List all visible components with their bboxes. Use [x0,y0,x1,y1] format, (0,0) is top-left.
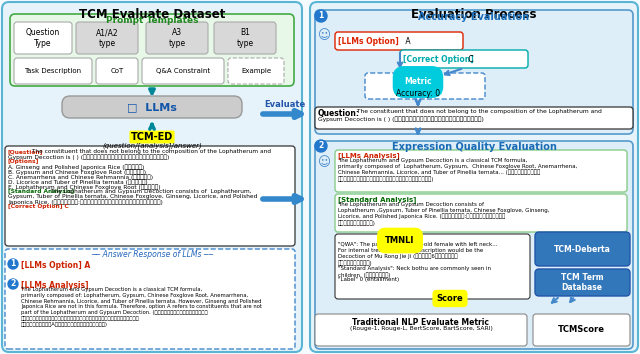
FancyBboxPatch shape [5,249,295,349]
Text: "Standard Analysis": Neck bothu are commonly seen in
children. (颈部多于儿童。): "Standard Analysis": Neck bothu are comm… [338,266,491,278]
Text: TCM Term
Database: TCM Term Database [561,273,604,292]
FancyBboxPatch shape [315,314,527,346]
Circle shape [8,259,18,269]
Text: [LLMs Analysis]: [LLMs Analysis] [338,152,400,159]
FancyBboxPatch shape [535,269,630,296]
Text: (Rouge-1, Rouge-L, BertScore, BartScore, SARI): (Rouge-1, Rouge-L, BertScore, BartScore,… [349,326,492,331]
Text: "QWA": The patient is a 6-year-old female with left neck...
For internal treatme: "QWA": The patient is a 6-year-old femal… [338,242,497,266]
Text: The Lophatherum and Gypsum Decoction is a classical TCM formula,
primarily compo: The Lophatherum and Gypsum Decoction is … [21,287,262,327]
Text: Q&A Constraint: Q&A Constraint [156,68,210,74]
FancyBboxPatch shape [335,32,463,50]
FancyBboxPatch shape [315,107,633,129]
Text: B. Gypsum and Chinese Foxglove Root (石膏、麦冬): B. Gypsum and Chinese Foxglove Root (石膏、… [8,169,146,175]
Text: ☺: ☺ [317,29,330,42]
Text: The Lophatherum and Gypsum Decoction is a classical TCM formula,
primarily compo: The Lophatherum and Gypsum Decoction is … [338,158,577,182]
Text: TMNLI: TMNLI [385,236,415,245]
FancyBboxPatch shape [5,146,295,246]
FancyBboxPatch shape [62,96,242,118]
FancyBboxPatch shape [142,58,224,84]
Text: Japonica Rice. (竹叶石膏汤组成:竹叶、石膏、半夏、麦冬、人参、甘草、粳米组成。): Japonica Rice. (竹叶石膏汤组成:竹叶、石膏、半夏、麦冬、人参、甘… [8,199,163,205]
Text: TCM-ED: TCM-ED [131,132,173,142]
FancyBboxPatch shape [10,14,294,86]
Text: D. Licorice and Tuber of Pinellia ternata (甘草、半夏): D. Licorice and Tuber of Pinellia ternat… [8,179,148,184]
Text: TCMScore: TCMScore [557,325,605,335]
Text: Task Description: Task Description [24,68,81,74]
Circle shape [315,140,327,152]
FancyBboxPatch shape [14,58,92,84]
FancyBboxPatch shape [535,232,630,266]
FancyBboxPatch shape [146,22,208,54]
Text: Evaluate: Evaluate [264,100,306,109]
FancyBboxPatch shape [365,73,485,99]
Text: (question/[analysis]/answer): (question/[analysis]/answer) [102,142,202,149]
Text: The Lophatherum and Gypsum Decoction consists of  Lophatherum,: The Lophatherum and Gypsum Decoction con… [49,189,252,194]
Text: TCM Evaluate Dataset: TCM Evaluate Dataset [79,8,225,21]
Text: 1: 1 [10,259,15,268]
Text: "Label" 0 (entailment): "Label" 0 (entailment) [338,277,399,282]
Text: B1
type: B1 type [236,28,253,48]
FancyBboxPatch shape [14,22,72,54]
Text: [LLMs Option]: [LLMs Option] [338,36,399,46]
Text: Example: Example [241,68,271,74]
Text: [Standard Analysis]: [Standard Analysis] [8,189,74,194]
Text: A: A [403,36,411,46]
Text: Prompt Templates: Prompt Templates [106,16,198,25]
Text: A. Ginseng and Polished Japonica Rice (人参、粳米): A. Ginseng and Polished Japonica Rice (人… [8,164,145,170]
Text: Accuracy Evaluation: Accuracy Evaluation [419,12,529,22]
Text: 2: 2 [10,280,15,289]
FancyBboxPatch shape [315,10,633,134]
Circle shape [315,10,327,22]
FancyBboxPatch shape [335,150,627,192]
Text: Accuracy: 0: Accuracy: 0 [396,90,440,98]
Text: Question
Type: Question Type [26,28,60,48]
Text: A1/A2
type: A1/A2 type [96,28,118,48]
Text: [Standard Analysis]: [Standard Analysis] [338,196,417,203]
Text: [Correct Option]: [Correct Option] [403,55,474,63]
Text: [Correct Option] C: [Correct Option] C [8,204,68,209]
Text: [Question]: [Question] [8,149,44,154]
FancyBboxPatch shape [310,2,638,352]
FancyBboxPatch shape [214,22,276,54]
Text: ☺: ☺ [317,156,330,169]
Text: C. Anemarrhena and Chinese Rehmannia (知母、生地): C. Anemarrhena and Chinese Rehmannia (知母… [8,174,153,179]
Text: TCM-Deberta: TCM-Deberta [554,245,611,253]
FancyBboxPatch shape [76,22,138,54]
Text: ── Answer Response of LLMs ──: ── Answer Response of LLMs ── [91,250,213,259]
Text: [LLMs Analysis]: [LLMs Analysis] [21,281,88,290]
Text: The Lophatherum and Gypsum Decoction consists of
Lophatherum ,Gypsum, Tuber of P: The Lophatherum and Gypsum Decoction con… [338,202,550,226]
Text: □  LLMs: □ LLMs [127,102,177,112]
FancyBboxPatch shape [96,58,138,84]
Text: Evaluation Process: Evaluation Process [412,8,537,21]
Text: Score: Score [436,294,463,303]
Text: The constituent that does not belong to the composition of the Lophatherum and: The constituent that does not belong to … [30,149,271,154]
Text: 1: 1 [318,11,324,21]
Text: A3
type: A3 type [168,28,186,48]
Text: C: C [466,55,474,63]
FancyBboxPatch shape [2,2,302,352]
FancyBboxPatch shape [335,234,530,299]
Text: Expression Quality Evaluation: Expression Quality Evaluation [392,142,556,152]
Text: [LLMs Option] A: [LLMs Option] A [21,261,90,270]
Text: Gypsum, Tuber of Pinellia ternata, Chinese Foxglove, Ginseng, Licorice, and Poli: Gypsum, Tuber of Pinellia ternata, Chine… [8,194,257,199]
Text: Traditional NLP Evaluate Metric: Traditional NLP Evaluate Metric [353,318,490,327]
Text: 2: 2 [318,142,324,150]
Text: Gypsum Decoction is ( ) (下列各组中，不属于竹叶石膏汤组成的物的是（），。): Gypsum Decoction is ( ) (下列各组中，不属于竹叶石膏汤组… [8,154,170,160]
Text: Gypsum Decoction is ( ) (下列各组中，不属于竹叶石膏汤组成的物的是（），。): Gypsum Decoction is ( ) (下列各组中，不属于竹叶石膏汤组… [318,116,484,121]
Circle shape [8,279,18,289]
FancyBboxPatch shape [400,50,528,68]
Text: E. Lophatherum and Chinese Foxglove Root (竹叶、麦冬): E. Lophatherum and Chinese Foxglove Root… [8,184,161,190]
FancyBboxPatch shape [228,58,284,84]
FancyBboxPatch shape [533,314,630,346]
Text: Question:: Question: [318,109,360,118]
Text: The constituent that does not belong to the composition of the Lophatherum and: The constituent that does not belong to … [355,109,602,114]
Text: [Options]: [Options] [8,159,40,164]
Text: CoT: CoT [110,68,124,74]
Text: Metric: Metric [404,78,432,86]
FancyBboxPatch shape [315,141,633,349]
FancyBboxPatch shape [335,194,627,232]
